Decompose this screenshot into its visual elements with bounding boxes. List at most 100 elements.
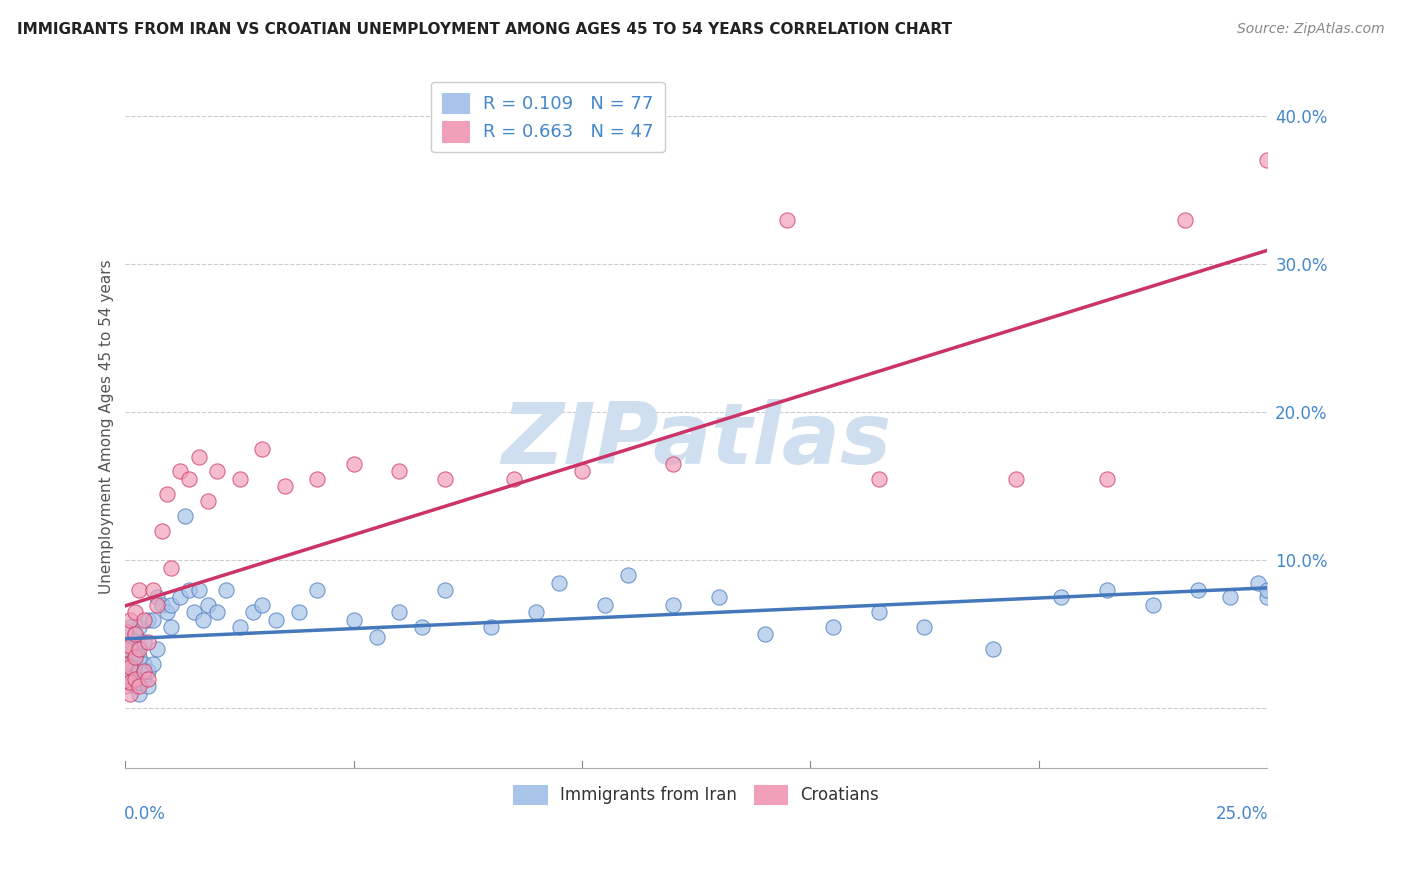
Point [228,620,250,634]
Point [169,465,191,479]
Point [142,582,165,597]
Point [124,660,146,674]
Point [707,591,730,605]
Point [132,665,155,679]
Point [124,672,146,686]
Point [118,660,141,674]
Point [1095,472,1118,486]
Point [388,605,411,619]
Point [114,642,136,657]
Point [914,620,936,634]
Point [124,649,146,664]
Point [343,457,366,471]
Point [132,613,155,627]
Point [124,605,146,619]
Point [118,657,141,671]
Point [593,598,616,612]
Point [479,620,502,634]
Point [662,457,685,471]
Point [124,679,146,693]
Point [1050,591,1073,605]
Point [1256,591,1278,605]
Point [823,620,845,634]
Point [114,669,136,683]
Point [868,472,890,486]
Point [548,575,571,590]
Point [252,442,274,457]
Point [118,639,141,653]
Point [146,598,169,612]
Point [132,672,155,686]
Point [242,605,264,619]
Point [205,465,228,479]
Point [114,649,136,664]
Text: ZIPatlas: ZIPatlas [501,399,891,483]
Point [118,620,141,634]
Point [128,582,150,597]
Point [128,639,150,653]
Point [155,486,177,500]
Point [524,605,547,619]
Point [434,582,457,597]
Point [136,679,159,693]
Y-axis label: Unemployment Among Ages 45 to 54 years: Unemployment Among Ages 45 to 54 years [100,260,114,594]
Point [252,598,274,612]
Point [114,624,136,639]
Point [142,657,165,671]
Point [1095,582,1118,597]
Point [132,657,155,671]
Point [288,605,311,619]
Point [616,568,638,582]
Point [128,687,150,701]
Point [197,494,219,508]
Point [124,627,146,641]
Point [160,620,183,634]
Point [136,665,159,679]
Point [1004,472,1026,486]
Point [1256,582,1278,597]
Point [150,524,173,538]
Point [114,679,136,693]
Point [1247,575,1270,590]
Point [662,598,685,612]
Point [868,605,890,619]
Point [118,635,141,649]
Point [128,679,150,693]
Point [183,605,205,619]
Point [114,672,136,686]
Point [187,582,209,597]
Point [307,582,329,597]
Point [136,613,159,627]
Point [124,627,146,641]
Point [128,649,150,664]
Point [205,605,228,619]
Point [132,635,155,649]
Point [160,560,183,574]
Point [179,582,201,597]
Point [136,635,159,649]
Point [118,645,141,659]
Point [118,674,141,689]
Point [128,620,150,634]
Point [434,472,457,486]
Point [215,582,238,597]
Point [228,472,250,486]
Point [502,472,524,486]
Point [114,642,136,657]
Text: Source: ZipAtlas.com: Source: ZipAtlas.com [1237,22,1385,37]
Legend: Immigrants from Iran, Croatians: Immigrants from Iran, Croatians [506,778,886,811]
Point [128,642,150,657]
Point [274,479,297,493]
Point [124,639,146,653]
Point [307,472,329,486]
Point [114,657,136,671]
Point [155,605,177,619]
Point [128,674,150,689]
Point [146,642,169,657]
Point [150,598,173,612]
Point [191,613,214,627]
Point [136,672,159,686]
Text: IMMIGRANTS FROM IRAN VS CROATIAN UNEMPLOYMENT AMONG AGES 45 TO 54 YEARS CORRELAT: IMMIGRANTS FROM IRAN VS CROATIAN UNEMPLO… [17,22,952,37]
Point [124,649,146,664]
Point [388,465,411,479]
